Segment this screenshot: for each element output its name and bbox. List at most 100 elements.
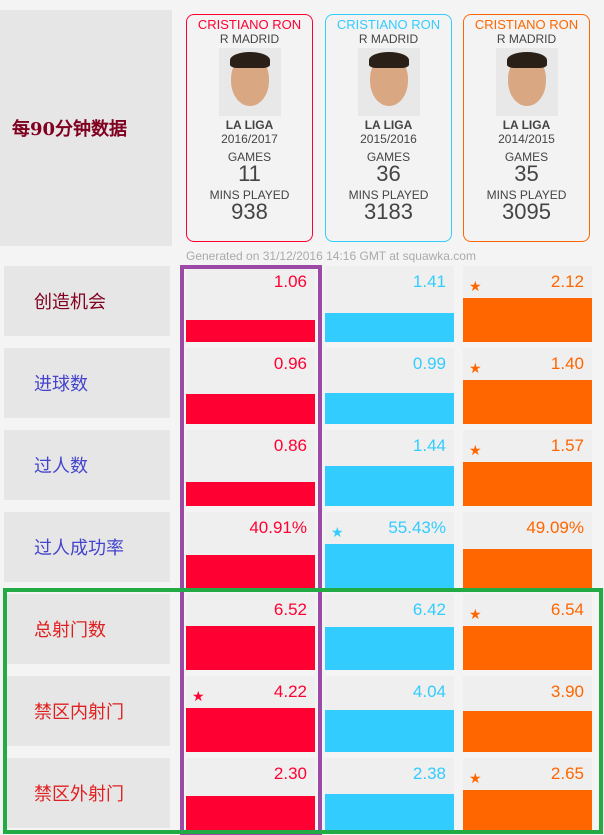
stat-cell: ★ 55.43% [325,512,454,588]
stat-cell: 6.52 [186,594,315,670]
season: 2016/2017 [221,132,278,146]
stat-cell: 0.96 [186,348,315,424]
mins-value: 3095 [502,199,551,224]
stat-cell: ★ 6.54 [463,594,592,670]
stat-value: 6.42 [412,600,446,619]
games-value: 36 [376,161,401,186]
games-label: GAMES [366,150,411,164]
league: LA LIGA [364,118,413,132]
star-icon: ★ [331,524,344,540]
section-title: 每90分钟数据 [0,10,172,246]
stat-value: 2.65 [550,764,584,783]
stat-cell: 2.30 [186,758,315,834]
stat-value: 6.54 [550,600,584,619]
stat-bar [463,549,592,588]
star-icon: ★ [469,278,482,294]
mins-label: MINS PLAYED [486,188,567,202]
stat-value: 3.90 [550,682,584,701]
stat-cell: ★ 1.40 [463,348,592,424]
star-icon: ★ [469,606,482,622]
player-card[interactable]: CRISTIANO RON R MADRID LA LIGA 2016/2017… [186,14,313,242]
stat-value: 6.52 [273,600,307,619]
stat-value: 0.96 [273,354,307,373]
stat-value: 1.06 [273,272,307,291]
stat-bar [463,790,592,834]
stat-label: 过人数 [4,430,170,500]
stat-value: 2.38 [412,764,446,783]
stat-bar [463,298,592,342]
stat-cell: 6.42 [325,594,454,670]
stat-value: 2.12 [550,272,584,291]
stat-label: 总射门数 [4,594,170,664]
games-value: 35 [514,161,539,186]
stat-bar [325,466,454,506]
stat-cell: 2.38 [325,758,454,834]
stat-cell: 3.90 [463,676,592,752]
stat-value: 1.40 [550,354,584,373]
stat-label: 禁区外射门 [4,758,170,828]
stat-bar [186,482,315,506]
stat-cell: ★ 2.12 [463,266,592,342]
stat-cell: 1.41 [325,266,454,342]
player-card[interactable]: CRISTIANO RON R MADRID LA LIGA 2015/2016… [325,14,452,242]
stat-bar [186,796,315,834]
star-icon: ★ [469,360,482,376]
stat-cell: ★ 2.65 [463,758,592,834]
stat-bar [186,394,315,424]
mins-label: MINS PLAYED [348,188,429,202]
club: R MADRID [496,32,557,46]
league: LA LIGA [225,118,274,132]
player-photo [218,48,281,116]
player-name: CRISTIANO RON [197,17,302,32]
stat-value: 1.41 [412,272,446,291]
stat-bar [186,555,315,588]
mins-value: 938 [231,199,268,224]
stat-bar [325,544,454,588]
stat-label: 进球数 [4,348,170,418]
stat-cell: 0.86 [186,430,315,506]
player-card[interactable]: CRISTIANO RON R MADRID LA LIGA 2014/2015… [463,14,590,242]
stat-bar [186,626,315,670]
stat-value: 1.44 [412,436,446,455]
player-name: CRISTIANO RON [474,17,579,32]
stat-bar [325,313,454,342]
generated-note: Generated on 31/12/2016 14:16 GMT at squ… [186,249,476,263]
stat-cell: 1.06 [186,266,315,342]
games-label: GAMES [227,150,272,164]
stat-cell: 1.44 [325,430,454,506]
stat-label: 过人成功率 [4,512,170,582]
stat-value: 0.86 [273,436,307,455]
stat-label: 禁区内射门 [4,676,170,746]
stat-cell: ★ 1.57 [463,430,592,506]
stat-value: 1.57 [550,436,584,455]
stat-bar [463,711,592,752]
stat-bar [186,708,315,752]
stat-value: 49.09% [526,518,584,537]
stat-bar [325,794,454,834]
club: R MADRID [219,32,280,46]
stat-bar [463,462,592,506]
games-value: 11 [238,161,261,186]
stat-value: 2.30 [273,764,307,783]
club: R MADRID [358,32,419,46]
stat-value: 4.04 [412,682,446,701]
stat-cell: ★ 4.22 [186,676,315,752]
stat-cell: 40.91% [186,512,315,588]
stat-cell: 49.09% [463,512,592,588]
star-icon: ★ [469,770,482,786]
season: 2015/2016 [360,132,417,146]
stat-value: 0.99 [412,354,446,373]
stat-bar [463,380,592,424]
stat-bar [325,710,454,752]
stat-bar [463,626,592,670]
stat-bar [325,627,454,670]
star-icon: ★ [469,442,482,458]
league: LA LIGA [502,118,551,132]
mins-label: MINS PLAYED [209,188,290,202]
season: 2014/2015 [498,132,555,146]
player-photo [357,48,420,116]
star-icon: ★ [192,688,205,704]
stat-value: 55.43% [388,518,446,537]
stat-value: 4.22 [273,682,307,701]
stat-bar [325,393,454,424]
